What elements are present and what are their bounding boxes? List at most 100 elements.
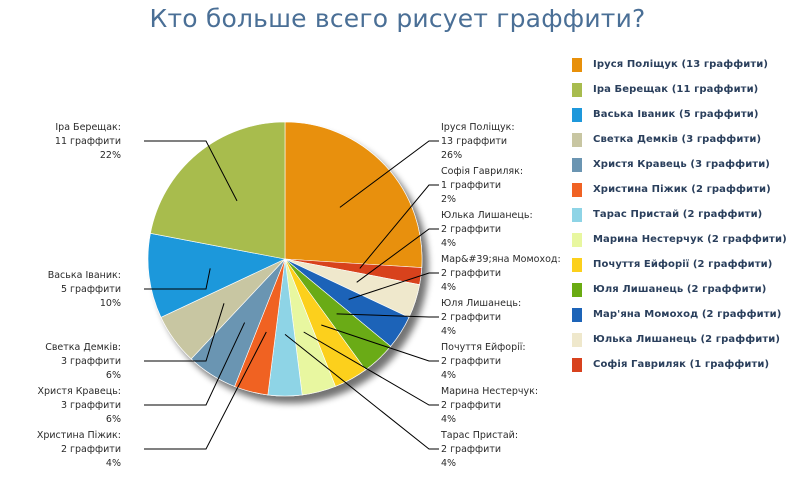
legend-label: Христина Піжик (2 граффити) [593, 184, 771, 195]
legend-item-софія-гавриляк: Софія Гавриляк (1 граффити) [572, 352, 798, 377]
callout-count: 2 граффити [441, 444, 501, 455]
callout-васька-іваник: Васька Іваник: 5 граффити 10% [48, 270, 121, 309]
legend-label: Почуття Ейфорії (2 граффити) [593, 259, 773, 270]
legend-item-іруся-поліщук: Іруся Поліщук (13 граффити) [572, 52, 798, 77]
leader-line-юля-лишанець [336, 313, 439, 318]
legend-swatch [572, 207, 582, 222]
legend-item-марина-нестерчук: Марина Нестерчук (2 граффити) [572, 227, 798, 252]
callout-count: 2 граффити [441, 224, 501, 235]
callout-name: Христя Кравець: [37, 386, 121, 397]
legend-label: Іруся Поліщук (13 граффити) [593, 59, 769, 70]
leader-line-христина-піжик [144, 331, 267, 450]
callout-percent: 6% [106, 414, 121, 425]
leader-line-васька-іваник [144, 268, 211, 290]
callout-юля-лишанець: Юля Лишанець: 2 граффити 4% [441, 298, 521, 337]
callout-name: Юля Лишанець: [441, 298, 521, 309]
callout-percent: 26% [441, 150, 462, 161]
callout-name: Іруся Поліщук: [441, 122, 515, 133]
legend-item-васька-іваник: Васька Іваник (5 граффити) [572, 102, 798, 127]
callout-марина-нестерчук: Марина Нестерчук: 2 граффити 4% [441, 386, 538, 425]
legend-swatch [572, 357, 582, 372]
callout-тарас-пристай: Тарас Пристай: 2 граффити 4% [440, 430, 518, 469]
legend-item-христя-кравець: Христя Кравець (3 граффити) [572, 152, 798, 177]
callout-count: 13 граффити [441, 136, 507, 147]
legend-label: Мар'яна Момоход (2 граффити) [593, 309, 782, 320]
legend: Іруся Поліщук (13 граффити) Іра Берещак (… [572, 52, 798, 377]
legend-swatch [572, 282, 582, 297]
legend-swatch [572, 257, 582, 272]
callout-percent: 4% [441, 238, 456, 249]
legend-label: Васька Іваник (5 граффити) [593, 109, 759, 120]
callout-percent: 2% [441, 194, 456, 205]
legend-swatch [572, 232, 582, 247]
legend-label: Марина Нестерчук (2 граффити) [593, 234, 787, 245]
chart-title: Кто больше всего рисует граффити? [149, 4, 646, 33]
legend-label: Іра Берещак (11 граффити) [593, 84, 759, 95]
callout-percent: 4% [441, 414, 456, 425]
slice-іруся-поліщук [284, 121, 423, 268]
callout-count: 2 граффити [441, 356, 501, 367]
legend-item-юля-лишанець: Юля Лишанець (2 граффити) [572, 277, 798, 302]
callout-светка-демків: Светка Демків: 3 граффити 6% [45, 342, 121, 381]
callout-count: 2 граффити [441, 268, 501, 279]
legend-swatch [572, 157, 582, 172]
legend-item-юлька-лишанець: Юлька Лишанець (2 граффити) [572, 327, 798, 352]
callout-count: 11 граффити [55, 136, 121, 147]
callout-labels: Іруся Поліщук: 13 граффити 26% Софія Гаврил… [37, 122, 561, 469]
callout-count: 3 граффити [61, 356, 121, 367]
callout-percent: 4% [441, 458, 456, 469]
slice-іра-берещак [150, 121, 286, 260]
legend-swatch [572, 57, 582, 72]
callout-name: Мар&#39;яна Момоход: [441, 254, 561, 265]
legend-item-почуття-ейфорії: Почуття Ейфорії (2 граффити) [572, 252, 798, 277]
legend-label: Христя Кравець (3 граффити) [593, 159, 770, 170]
legend-label: Тарас Пристай (2 граффити) [593, 209, 763, 220]
callout-name: Васька Іваник: [48, 270, 121, 281]
callout-софія-гавриляк: Софія Гавриляк: 1 граффити 2% [441, 166, 523, 205]
callout-percent: 4% [441, 326, 456, 337]
legend-label: Юля Лишанець (2 граффити) [593, 284, 767, 295]
callout-percent: 6% [106, 370, 121, 381]
pie-slices [147, 121, 423, 397]
leader-line-мар-яна-момоход [348, 272, 439, 300]
callout-percent: 4% [441, 370, 456, 381]
callout-іруся-поліщук: Іруся Поліщук: 13 граффити 26% [441, 122, 515, 161]
legend-item-светка-демків: Светка Демків (3 граффити) [572, 127, 798, 152]
leader-line-іруся-поліщук [339, 140, 439, 208]
callout-percent: 4% [106, 458, 121, 469]
callout-name: Іра Берещак: [55, 122, 121, 133]
legend-swatch [572, 182, 582, 197]
callout-name: Марина Нестерчук: [441, 386, 538, 397]
legend-item-тарас-пристай: Тарас Пристай (2 граффити) [572, 202, 798, 227]
callout-мар-яна-момоход: Мар&#39;яна Момоход: 2 граффити 4% [441, 254, 561, 293]
callout-христя-кравець: Христя Кравець: 3 граффити 6% [37, 386, 121, 425]
slice-васька-іваник [147, 232, 286, 318]
callout-count: 2 граффити [441, 312, 501, 323]
callout-христина-піжик: Христина Піжик: 2 граффити 4% [37, 430, 121, 469]
callout-percent: 22% [100, 150, 121, 161]
callout-name: Тарас Пристай: [440, 430, 518, 441]
callout-іра-берещак: Іра Берещак: 11 граффити 22% [55, 122, 121, 161]
legend-swatch [572, 107, 582, 122]
callout-lines [144, 140, 439, 450]
callout-name: Христина Піжик: [37, 430, 121, 441]
leader-line-тарас-пристай [284, 334, 439, 450]
leader-line-іра-берещак [144, 140, 238, 202]
callout-name: Почуття Ейфорії: [441, 342, 526, 353]
leader-line-марина-нестерчук [303, 331, 439, 406]
legend-item-христина-піжик: Христина Піжик (2 граффити) [572, 177, 798, 202]
leader-line-софія-гавриляк [359, 184, 439, 269]
callout-name: Юлька Лишанець: [441, 210, 533, 221]
callout-percent: 10% [100, 298, 121, 309]
callout-name: Светка Демків: [45, 342, 121, 353]
legend-item-мар-яна-момоход: Мар'яна Момоход (2 граффити) [572, 302, 798, 327]
legend-label: Юлька Лишанець (2 граффити) [593, 334, 781, 345]
callout-count: 5 граффити [61, 284, 121, 295]
legend-swatch [572, 332, 582, 347]
leader-line-христя-кравець [144, 322, 246, 406]
callout-юлька-лишанець: Юлька Лишанець: 2 граффити 4% [441, 210, 533, 249]
callout-почуття-ейфорії: Почуття Ейфорії: 2 граффити 4% [441, 342, 526, 381]
callout-count: 3 граффити [61, 400, 121, 411]
legend-label: Софія Гавриляк (1 граффити) [593, 359, 770, 370]
